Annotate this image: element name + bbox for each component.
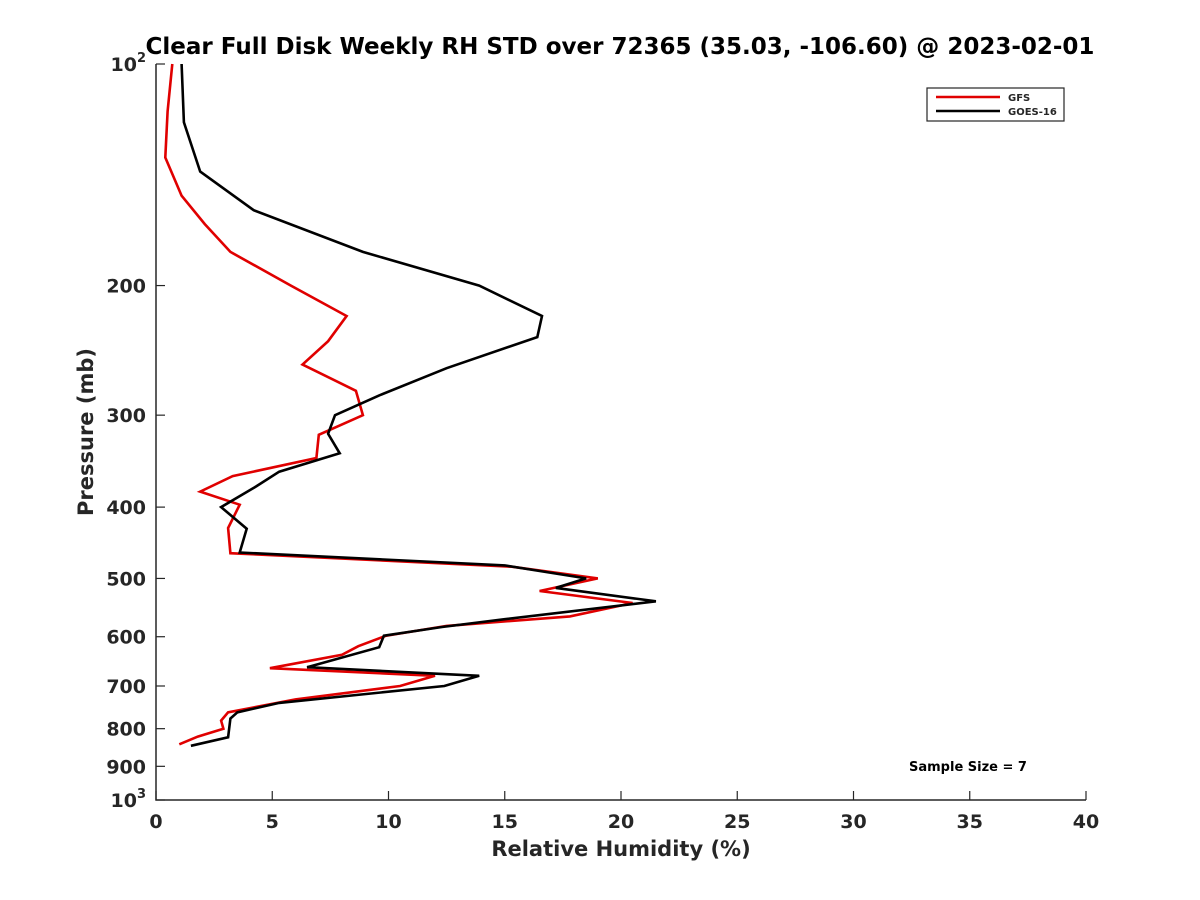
- y-tick-label: 900: [106, 756, 146, 778]
- y-axis-label: Pressure (mb): [74, 348, 98, 516]
- y-tick-label: 200: [106, 276, 146, 298]
- y-tick-label: 400: [106, 497, 146, 519]
- x-axis-label: Relative Humidity (%): [491, 837, 750, 861]
- series-lines: [163, 63, 657, 748]
- axis-frame: [155, 64, 1086, 801]
- legend-label-goes16: GOES-16: [1008, 107, 1057, 118]
- x-tick-label: 35: [957, 811, 983, 833]
- y-tick-label: 103: [111, 787, 147, 812]
- x-tick-label: 0: [149, 811, 162, 833]
- x-axis-ticks: 0 5 10 15 20 25 30 35 40: [149, 791, 1099, 833]
- series-line-goes16: [180, 63, 657, 748]
- y-tick-label: 600: [106, 627, 146, 649]
- x-tick-label: 25: [724, 811, 750, 833]
- legend: GFS GOES-16: [926, 87, 1065, 122]
- y-tick-label: 800: [106, 719, 146, 741]
- x-tick-label: 30: [840, 811, 866, 833]
- plot-area: 0 5 10 15 20 25 30 35 40 102 200 300 400 500 600 700 80…: [106, 51, 1099, 833]
- legend-box: [926, 87, 1065, 122]
- chart-title: Clear Full Disk Weekly RH STD over 72365…: [146, 34, 1095, 60]
- x-tick-label: 15: [492, 811, 518, 833]
- y-tick-label: 700: [106, 676, 146, 698]
- x-tick-label: 20: [608, 811, 634, 833]
- x-tick-label: 5: [266, 811, 279, 833]
- x-tick-label: 10: [375, 811, 401, 833]
- y-axis-ticks: 102 200 300 400 500 600 700 800 900 103: [106, 51, 165, 812]
- sample-size-annotation: Sample Size = 7: [909, 760, 1027, 775]
- x-tick-label: 40: [1073, 811, 1099, 833]
- series-line-gfs: [163, 63, 633, 746]
- y-tick-label: 102: [111, 51, 147, 76]
- legend-label-gfs: GFS: [1008, 93, 1030, 104]
- y-tick-label: 500: [106, 568, 146, 590]
- y-tick-label: 300: [106, 405, 146, 427]
